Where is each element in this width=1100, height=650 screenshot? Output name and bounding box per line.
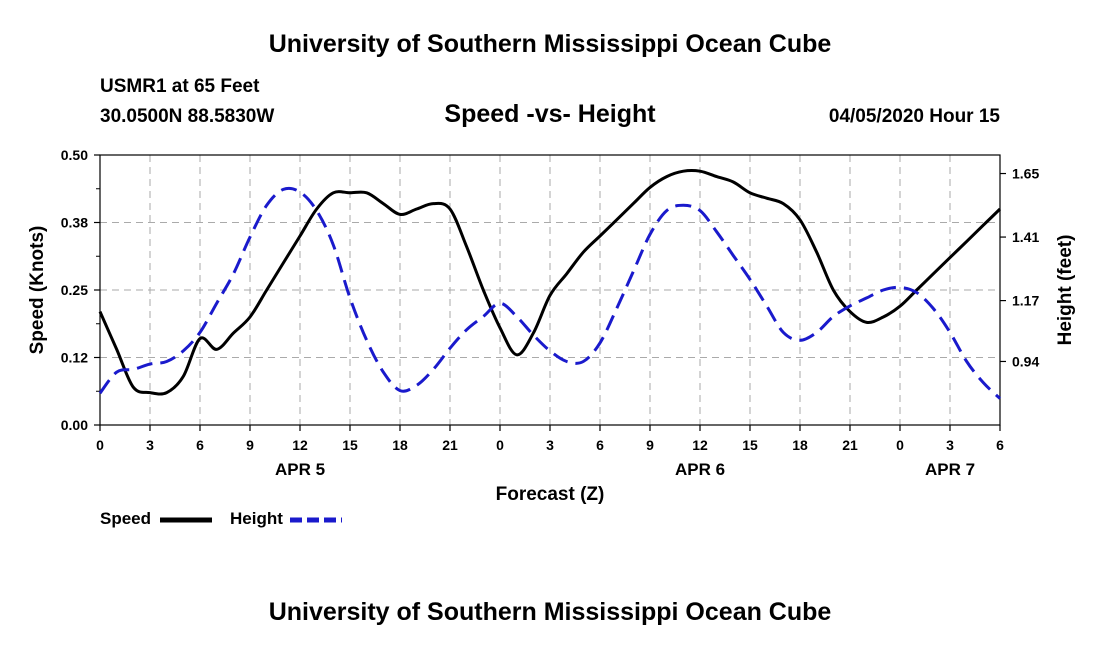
- y-left-tick-label: 0.25: [61, 282, 88, 298]
- grid-layer: [100, 155, 1000, 425]
- x-axis-label: Forecast (Z): [496, 484, 605, 505]
- date-label: APR 6: [675, 460, 725, 479]
- x-tick-label: 3: [146, 437, 154, 453]
- x-tick-label: 9: [646, 437, 654, 453]
- y-left-tick-label: 0.00: [61, 417, 88, 433]
- x-tick-label: 15: [742, 437, 758, 453]
- y-left-tick-label: 0.38: [61, 215, 88, 231]
- x-tick-label: 18: [392, 437, 408, 453]
- x-tick-label: 21: [442, 437, 458, 453]
- x-tick-label: 3: [946, 437, 954, 453]
- legend-height-label: Height: [230, 509, 283, 528]
- x-tick-label: 18: [792, 437, 808, 453]
- page-title: University of Southern Mississippi Ocean…: [268, 30, 832, 58]
- x-tick-label: 6: [596, 437, 604, 453]
- y-right-tick-label: 1.65: [1012, 166, 1039, 182]
- y-axis-left-label: Speed (Knots): [27, 226, 48, 355]
- y-right-tick-label: 1.17: [1012, 293, 1039, 309]
- series-height-line: [98, 186, 1002, 400]
- x-tick-label: 0: [496, 437, 504, 453]
- y-left-tick-label: 0.50: [61, 147, 88, 163]
- axes-layer: 0.00 0.12 0.25 0.38 0.50 0.94 1.17 1.41 1.65 0 3 6 9…: [61, 147, 1040, 479]
- y-axis-right-label: Height (feet): [1055, 235, 1076, 346]
- date-label: APR 5: [275, 460, 325, 479]
- footer-title: University of Southern Mississippi Ocean…: [268, 598, 832, 626]
- x-tick-label: 0: [896, 437, 904, 453]
- x-tick-label: 6: [196, 437, 204, 453]
- legend-speed-label: Speed: [100, 509, 152, 528]
- station-label: USMR1 at 65 Feet: [100, 76, 260, 97]
- x-tick-label: 12: [292, 437, 308, 453]
- x-tick-label: 6: [996, 437, 1004, 453]
- date-label: APR 7: [925, 460, 975, 479]
- chart-subtitle: Speed -vs- Height: [444, 100, 656, 128]
- x-tick-label: 15: [342, 437, 358, 453]
- x-tick-label: 21: [842, 437, 858, 453]
- y-right-tick-label: 1.41: [1012, 229, 1039, 245]
- series-speed-line: [98, 169, 1002, 396]
- x-tick-label: 12: [692, 437, 708, 453]
- series-layer: [98, 169, 1002, 400]
- x-tick-label: 9: [246, 437, 254, 453]
- y-right-tick-label: 0.94: [1012, 353, 1039, 369]
- coordinates-label: 30.0500N 88.5830W: [100, 106, 275, 127]
- x-tick-label: 0: [96, 437, 104, 453]
- y-left-tick-label: 0.12: [61, 350, 88, 366]
- x-tick-label: 3: [546, 437, 554, 453]
- forecast-timestamp: 04/05/2020 Hour 15: [828, 106, 1000, 127]
